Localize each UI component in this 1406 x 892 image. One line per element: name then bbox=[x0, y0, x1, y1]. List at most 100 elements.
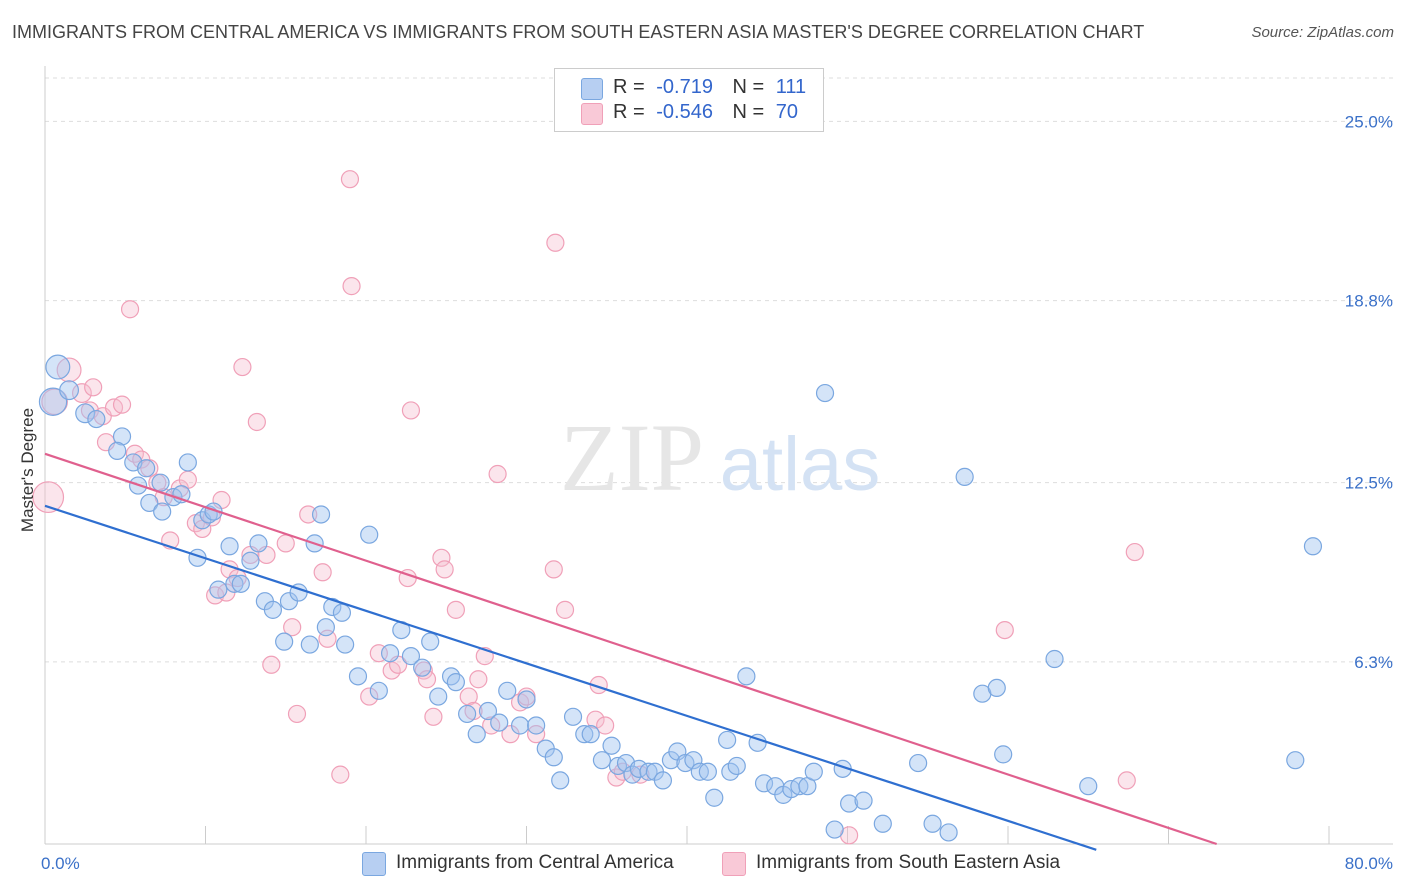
point-south-eastern-asia bbox=[84, 378, 103, 397]
point-central-america bbox=[698, 762, 717, 781]
point-central-america bbox=[441, 667, 461, 686]
point-south-eastern-asia bbox=[233, 357, 252, 377]
point-south-eastern-asia bbox=[120, 300, 140, 319]
y-tick-label: 25.0% bbox=[1345, 112, 1393, 131]
point-central-america bbox=[348, 667, 368, 686]
point-south-eastern-asia bbox=[432, 548, 451, 567]
point-central-america bbox=[108, 441, 127, 460]
point-south-eastern-asia bbox=[1117, 771, 1136, 790]
x-tick-label: 80.0% bbox=[1345, 854, 1393, 873]
point-central-america bbox=[1303, 537, 1323, 556]
point-central-america bbox=[653, 771, 673, 790]
point-south-eastern-asia bbox=[424, 707, 443, 726]
point-central-america bbox=[45, 354, 71, 380]
point-central-america bbox=[854, 791, 873, 810]
point-central-america bbox=[737, 667, 756, 686]
point-south-eastern-asia bbox=[995, 620, 1014, 640]
point-south-eastern-asia bbox=[287, 704, 307, 724]
point-central-america bbox=[241, 551, 260, 570]
point-central-america bbox=[1079, 777, 1098, 796]
point-central-america bbox=[332, 603, 352, 622]
point-central-america bbox=[369, 681, 388, 700]
point-central-america bbox=[1286, 751, 1305, 770]
bottom-legend-swatch-pink bbox=[722, 852, 746, 876]
point-central-america bbox=[754, 774, 774, 793]
point-central-america bbox=[59, 380, 80, 401]
point-central-america bbox=[498, 681, 517, 700]
point-central-america bbox=[1045, 649, 1064, 669]
point-central-america bbox=[804, 762, 823, 781]
point-central-america bbox=[178, 453, 197, 472]
point-central-america bbox=[458, 704, 477, 724]
correlation-legend: R = -0.719 N = 111 R = -0.546 N = 70 bbox=[554, 68, 824, 132]
point-south-eastern-asia bbox=[417, 670, 437, 689]
point-central-america bbox=[602, 736, 621, 755]
point-central-america bbox=[575, 725, 594, 744]
y-tick-label: 12.5% bbox=[1345, 474, 1393, 493]
point-central-america bbox=[939, 823, 958, 842]
point-south-eastern-asia bbox=[331, 765, 350, 784]
point-central-america bbox=[336, 635, 355, 654]
point-central-america bbox=[220, 537, 239, 556]
point-central-america bbox=[311, 505, 331, 524]
point-central-america bbox=[510, 716, 530, 735]
point-central-america bbox=[825, 820, 844, 839]
axes bbox=[44, 66, 1393, 845]
point-central-america bbox=[38, 387, 68, 416]
point-south-eastern-asia bbox=[446, 600, 465, 619]
point-south-eastern-asia bbox=[318, 629, 337, 648]
legend-r-value: -0.546 bbox=[656, 101, 713, 123]
point-central-america bbox=[316, 618, 335, 637]
point-central-america bbox=[544, 748, 563, 767]
point-central-america bbox=[263, 600, 283, 619]
point-south-eastern-asia bbox=[262, 655, 281, 674]
point-central-america bbox=[209, 580, 228, 599]
point-central-america bbox=[815, 383, 835, 403]
point-central-america bbox=[563, 707, 583, 726]
point-central-america bbox=[705, 788, 724, 807]
point-central-america bbox=[684, 751, 703, 770]
point-central-america bbox=[592, 751, 612, 770]
point-south-eastern-asia bbox=[206, 586, 225, 605]
point-central-america bbox=[873, 814, 892, 833]
trend-line-central-america bbox=[44, 504, 1097, 851]
point-central-america bbox=[225, 574, 244, 593]
point-south-eastern-asia bbox=[1125, 542, 1144, 562]
bottom-legend-swatch-blue bbox=[362, 852, 386, 876]
point-central-america bbox=[153, 502, 172, 521]
point-central-america bbox=[275, 632, 294, 651]
point-central-america bbox=[478, 701, 498, 721]
point-south-eastern-asia bbox=[488, 464, 507, 484]
point-central-america bbox=[421, 632, 440, 651]
point-central-america bbox=[413, 658, 432, 677]
legend-r-value: -0.719 bbox=[656, 76, 713, 98]
point-central-america bbox=[551, 771, 570, 790]
legend-r-label: R = bbox=[613, 76, 645, 98]
legend-r-label: R = bbox=[613, 101, 645, 123]
point-south-eastern-asia bbox=[71, 383, 92, 404]
point-south-eastern-asia bbox=[435, 560, 454, 579]
point-central-america bbox=[401, 647, 421, 666]
point-central-america bbox=[323, 597, 342, 617]
trend-line-south-eastern-asia bbox=[44, 452, 1217, 846]
watermark-atlas: atlas bbox=[720, 422, 881, 507]
point-south-eastern-asia bbox=[32, 481, 65, 514]
point-south-eastern-asia bbox=[342, 277, 361, 296]
legend-swatch-blue bbox=[581, 78, 603, 100]
point-central-america bbox=[87, 409, 106, 429]
point-central-america bbox=[467, 725, 486, 744]
point-south-eastern-asia bbox=[546, 233, 565, 252]
point-south-eastern-asia bbox=[544, 560, 563, 579]
point-south-eastern-asia bbox=[401, 401, 421, 420]
point-central-america bbox=[987, 678, 1006, 698]
x-tick-label: 0.0% bbox=[41, 854, 80, 873]
point-central-america bbox=[137, 459, 156, 478]
point-central-america bbox=[360, 525, 379, 544]
point-central-america bbox=[140, 493, 159, 513]
tick-labels: 6.3% 12.5% 18.8% 25.0% 0.0% 80.0% bbox=[41, 112, 1393, 873]
point-central-america bbox=[490, 713, 509, 732]
point-central-america bbox=[429, 687, 448, 706]
point-central-america bbox=[909, 753, 928, 773]
point-south-eastern-asia bbox=[276, 534, 295, 553]
